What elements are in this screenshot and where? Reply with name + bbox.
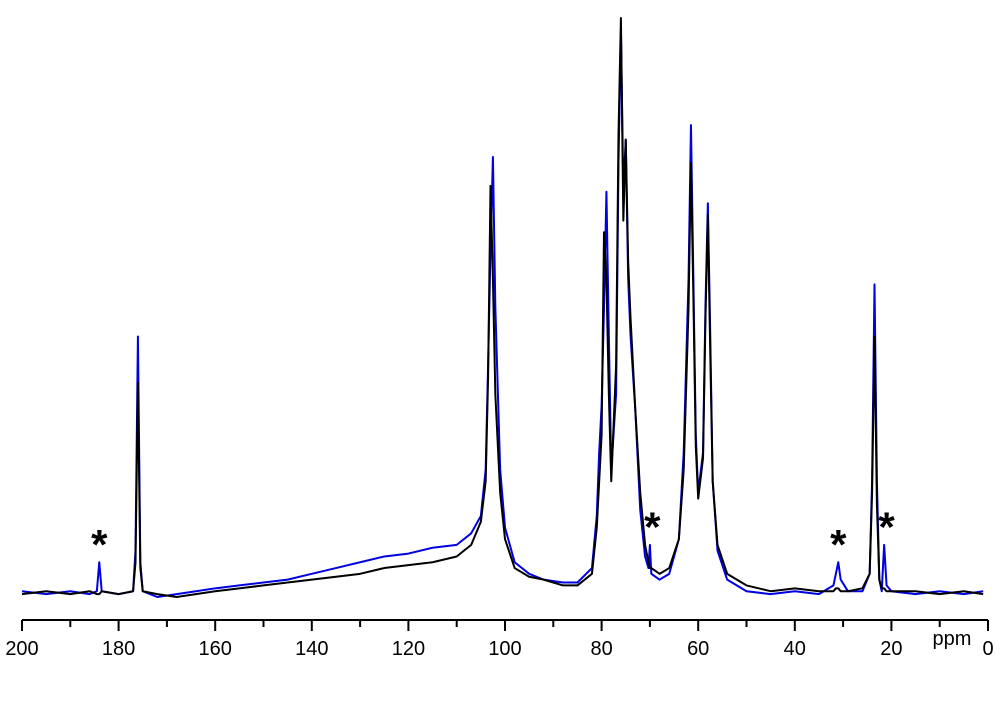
x-tick-label: 80 <box>590 638 612 660</box>
spectrum-line <box>21 17 984 598</box>
annotation: * <box>878 504 895 551</box>
x-tick-label: 40 <box>784 638 806 660</box>
x-tick-label: 200 <box>5 638 38 660</box>
x-tick-label: 60 <box>687 638 709 660</box>
x-tick-label: 140 <box>295 638 328 660</box>
x-tick-label: 180 <box>102 638 135 660</box>
x-axis-label: ppm <box>933 628 972 650</box>
annotation: * <box>830 521 847 568</box>
x-tick-label: 120 <box>392 638 425 660</box>
annotation: * <box>644 504 661 551</box>
x-tick-label: 160 <box>199 638 232 660</box>
x-tick-label: 100 <box>488 638 521 660</box>
x-tick-label: 0 <box>982 638 993 660</box>
x-tick-label: 20 <box>880 638 902 660</box>
annotation: * <box>91 521 108 568</box>
